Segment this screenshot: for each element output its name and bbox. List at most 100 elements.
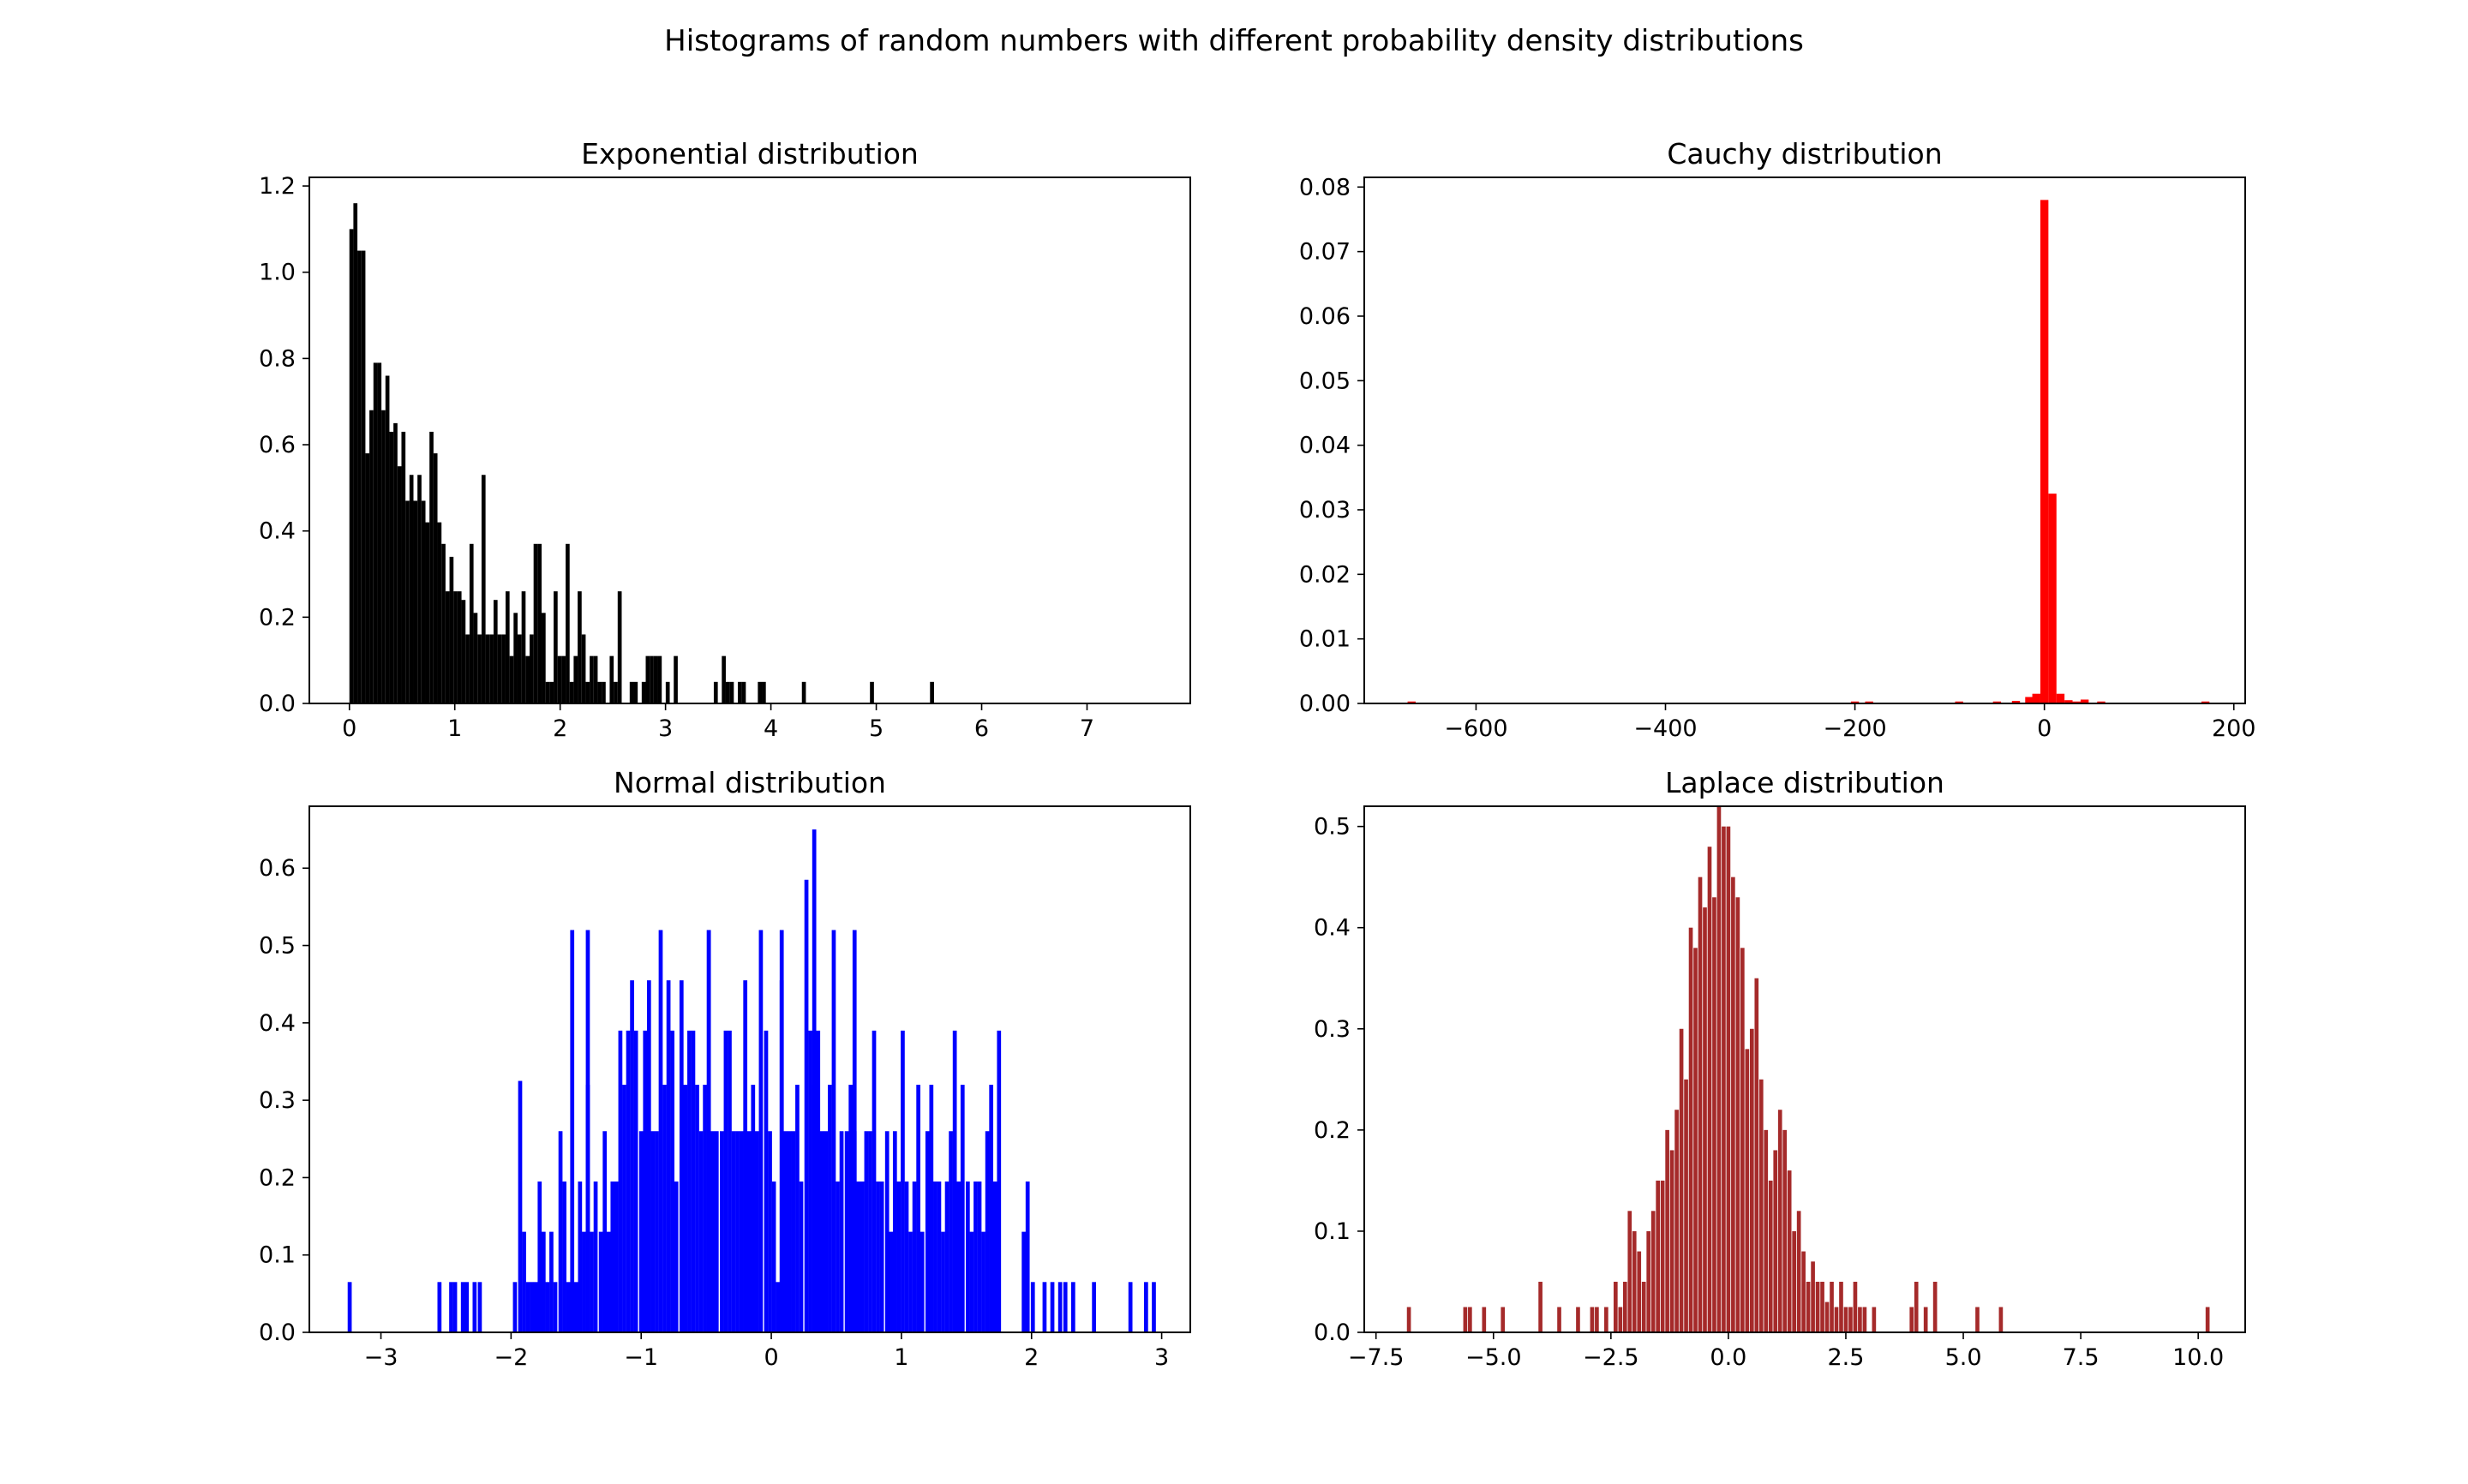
exponential-bar <box>513 613 518 703</box>
laplace-bar <box>1501 1307 1506 1332</box>
laplace-bar <box>1811 1261 1815 1332</box>
laplace-bar <box>1806 1281 1811 1332</box>
laplace-bar <box>1712 897 1716 1332</box>
cauchy-y-tick-label: 0.06 <box>1299 303 1351 330</box>
normal-bar <box>464 1282 470 1332</box>
laplace-bar <box>1914 1281 1919 1332</box>
exponential-chart: Exponential distribution 0 1 2 3 4 5 6 7 0.0 0.2 0.… <box>259 137 1191 742</box>
exponential-bar <box>417 475 422 703</box>
normal-bar <box>824 1131 829 1332</box>
normal-bar <box>933 1181 937 1332</box>
normal-y-tick-label: 0.1 <box>259 1242 296 1269</box>
exponential-bar <box>597 681 602 703</box>
laplace-bar <box>1679 1028 1684 1332</box>
normal-bar <box>698 1131 704 1332</box>
normal-bar <box>638 1131 644 1332</box>
laplace-bar <box>1998 1307 2004 1332</box>
exponential-x-tick-label: 6 <box>974 715 989 742</box>
normal-bar <box>758 930 764 1332</box>
normal-bar <box>997 1030 1002 1332</box>
laplace-y-tick-label: 0.2 <box>1314 1117 1351 1144</box>
laplace-x-tick-label: −7.5 <box>1348 1344 1405 1371</box>
exponential-y-tick-label: 0.0 <box>259 691 296 717</box>
laplace-x-tick-label: −2.5 <box>1583 1344 1639 1371</box>
laplace-bar <box>1862 1307 1867 1332</box>
laplace-bar <box>1618 1307 1623 1332</box>
exponential-bar <box>401 431 406 703</box>
normal-bar <box>670 1030 675 1332</box>
laplace-bar <box>1468 1307 1472 1332</box>
normal-bar <box>602 1131 608 1332</box>
exponential-bar <box>725 681 730 703</box>
normal-bar <box>860 1181 865 1332</box>
normal-bar <box>949 1131 953 1332</box>
exponential-bar <box>542 613 546 703</box>
normal-bar <box>618 1030 623 1332</box>
laplace-bar <box>1792 1230 1796 1332</box>
normal-x-tick-label: −1 <box>624 1344 658 1371</box>
normal-bar <box>795 1085 800 1332</box>
normal-bar <box>460 1282 465 1332</box>
exponential-bar <box>554 591 558 703</box>
exponential-x-tick-label: 0 <box>342 715 356 742</box>
laplace-x-tick-label: −5.0 <box>1465 1344 1522 1371</box>
normal-bar <box>606 1231 611 1332</box>
laplace-bar <box>1674 1110 1679 1332</box>
laplace-bar <box>1707 847 1712 1332</box>
exponential-bar <box>389 431 394 703</box>
normal-bar <box>828 1085 832 1332</box>
normal-bar <box>864 1131 869 1332</box>
exponential-bar <box>373 362 378 703</box>
exponential-bar <box>561 655 566 703</box>
exponential-y-tick-label: 1.0 <box>259 260 296 286</box>
normal-bar <box>585 930 590 1332</box>
normal-bar <box>965 1181 970 1332</box>
laplace-bar <box>1669 1150 1674 1332</box>
exponential-bar <box>493 600 498 703</box>
exponential-bar <box>722 655 726 703</box>
laplace-bar <box>1815 1281 1820 1332</box>
exponential-bar <box>657 655 662 703</box>
laplace-bar <box>1646 1230 1651 1332</box>
normal-bar <box>518 1080 523 1332</box>
laplace-bar <box>1650 1211 1656 1332</box>
normal-bar <box>904 1181 909 1332</box>
laplace-bar <box>1834 1307 1839 1332</box>
cauchy-bar <box>2080 699 2089 703</box>
normal-bar <box>960 1085 965 1332</box>
normal-bar <box>626 1030 631 1332</box>
normal-bar <box>751 1085 756 1332</box>
exponential-bar <box>441 543 446 703</box>
normal-bar <box>477 1282 482 1332</box>
laplace-bar <box>1975 1307 1980 1332</box>
normal-bar <box>1152 1282 1156 1332</box>
normal-bar <box>791 1131 796 1332</box>
normal-bar <box>735 1131 740 1332</box>
laplace-bar <box>1722 826 1726 1332</box>
normal-bar <box>674 1181 679 1332</box>
normal-x-tick-label: −3 <box>364 1344 398 1371</box>
laplace-chart: Laplace distribution −7.5 −5.0 −2.5 0.0 2.5 5.… <box>1314 766 2246 1371</box>
laplace-bar <box>1698 877 1703 1332</box>
normal-bar <box>658 930 663 1332</box>
laplace-bar <box>1595 1307 1599 1332</box>
cauchy-bar <box>2064 700 2073 703</box>
cauchy-y-tick-label: 0.03 <box>1299 497 1351 524</box>
laplace-y-tick-label: 0.0 <box>1314 1319 1351 1346</box>
laplace-y-tick-label: 0.3 <box>1314 1016 1351 1043</box>
normal-bar <box>804 879 809 1332</box>
normal-bar <box>779 930 784 1332</box>
normal-bar <box>908 1231 913 1332</box>
exponential-bar <box>409 475 414 703</box>
cauchy-bar <box>1992 701 2002 703</box>
normal-bar <box>1092 1282 1096 1332</box>
normal-y-tick-label: 0.4 <box>259 1010 296 1037</box>
normal-bar <box>969 1231 974 1332</box>
laplace-bar <box>1604 1307 1608 1332</box>
normal-bar <box>512 1282 518 1332</box>
normal-bar <box>831 930 836 1332</box>
exponential-bar <box>437 522 442 703</box>
cauchy-x-tick-label: 0 <box>2037 715 2052 742</box>
exponential-bar <box>801 681 806 703</box>
exponential-bar <box>397 466 402 703</box>
